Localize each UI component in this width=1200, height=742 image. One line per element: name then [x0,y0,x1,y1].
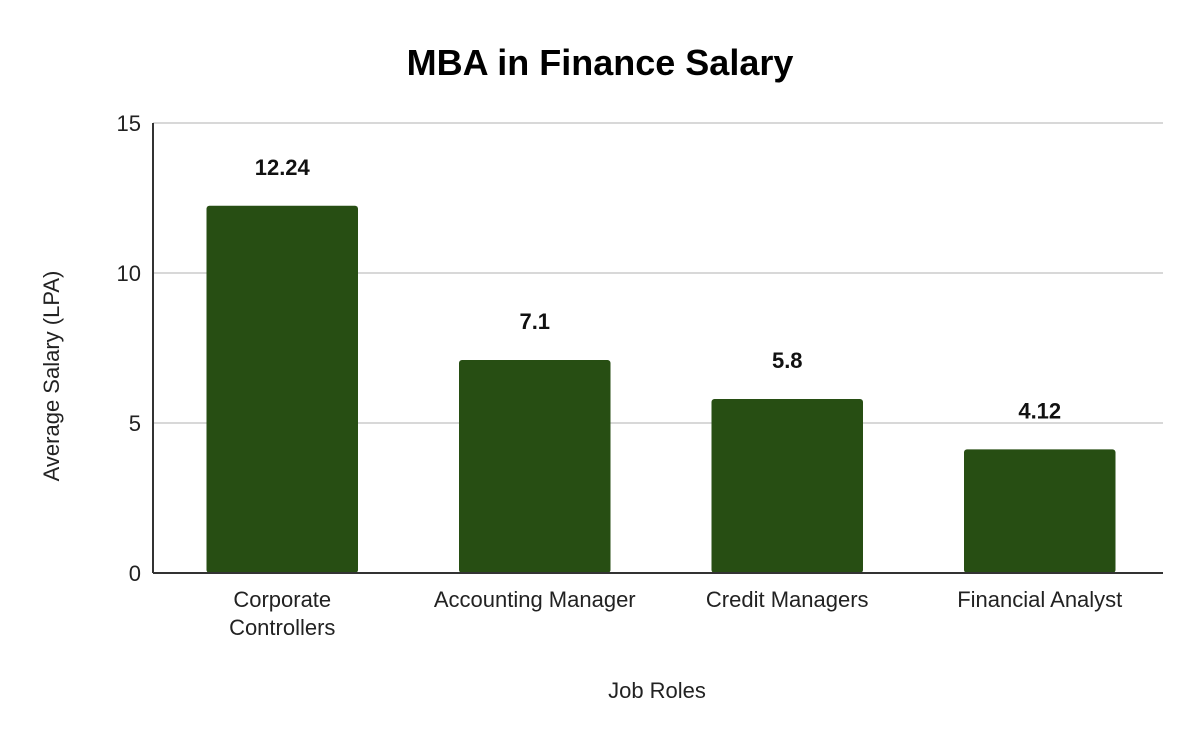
x-axis-label: Job Roles [608,678,706,703]
x-tick-label: Accounting Manager [434,587,636,612]
x-tick-label: Corporate [233,587,331,612]
bar [459,360,611,573]
bars [206,205,1116,574]
data-label: 4.12 [1018,398,1061,423]
x-tick-label: Credit Managers [706,587,869,612]
data-label: 5.8 [772,348,803,373]
y-tick-label: 15 [117,111,141,136]
bar [711,399,863,573]
data-label: 7.1 [519,309,550,334]
y-axis-ticks: 0 5 10 15 [117,111,141,586]
x-tick-label: Financial Analyst [957,587,1122,612]
bar [206,205,358,574]
y-tick-label: 0 [129,561,141,586]
y-tick-label: 5 [129,411,141,436]
y-tick-label: 10 [117,261,141,286]
data-label: 12.24 [255,155,311,180]
data-labels: 12.24 7.1 5.8 4.12 [255,155,1061,424]
y-axis-label: Average Salary (LPA) [39,271,64,482]
bar [964,449,1116,573]
x-tick-label: Controllers [229,615,335,640]
chart-title: MBA in Finance Salary [407,42,794,83]
x-axis-categories: Corporate Controllers Accounting Manager Cr… [229,587,1122,640]
